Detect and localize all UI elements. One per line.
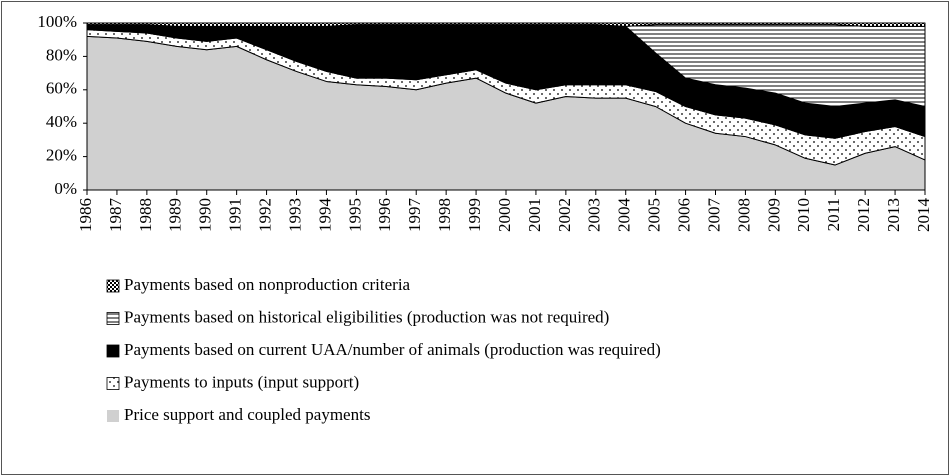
legend-swatch [106,377,120,390]
x-tick-label: 2006 [674,198,693,232]
x-tick-label: 1988 [136,198,155,232]
x-tick-label: 1995 [345,198,364,232]
y-tick-label: 60% [46,79,77,98]
x-tick-label: 1986 [76,198,95,232]
legend-label: Payments based on current UAA/number of … [124,340,661,359]
y-tick-label: 20% [46,146,77,165]
y-tick-label: 80% [46,45,77,64]
y-tick-label: 40% [46,112,77,131]
y-tick-label: 100% [37,12,77,31]
x-tick-label: 2002 [555,198,574,232]
legend-label: Payments to inputs (input support) [124,372,359,391]
x-tick-label: 1987 [106,198,125,233]
x-tick-label: 2009 [764,198,783,232]
x-tick-label: 1998 [435,198,454,232]
legend-swatch [106,344,120,358]
x-tick-label: 1990 [196,198,215,232]
x-tick-label: 1993 [285,198,304,232]
x-tick-label: 2004 [615,198,634,233]
y-tick-label: 0% [54,179,77,198]
x-tick-label: 1989 [166,198,185,232]
x-tick-label: 2000 [495,198,514,232]
x-tick-label: 2014 [914,198,933,233]
legend-label: Payments based on nonproduction criteria [124,275,411,294]
x-tick-label: 1996 [375,198,394,232]
x-tick-label: 2005 [645,198,664,232]
area [86,22,926,27]
x-tick-label: 2003 [585,198,604,232]
x-tick-label: 1997 [405,198,424,233]
legend-label: Price support and coupled payments [124,405,370,424]
x-tick-label: 1992 [255,198,274,232]
x-tick-label: 2001 [525,198,544,232]
legend-label: Payments based on historical eligibiliti… [124,307,609,326]
x-tick-label: 1991 [226,198,245,232]
x-tick-label: 2012 [854,198,873,232]
legend-swatch [107,410,119,422]
x-tick-label: 2010 [794,198,813,232]
x-tick-label: 2007 [704,198,723,233]
x-tick-label: 2008 [734,198,753,232]
legend-swatch [106,279,120,293]
x-tick-label: 1999 [465,198,484,232]
x-tick-label: 2013 [884,198,903,232]
legend-swatch [106,312,120,325]
x-tick-label: 1994 [315,198,334,233]
x-tick-label: 2011 [824,198,843,231]
